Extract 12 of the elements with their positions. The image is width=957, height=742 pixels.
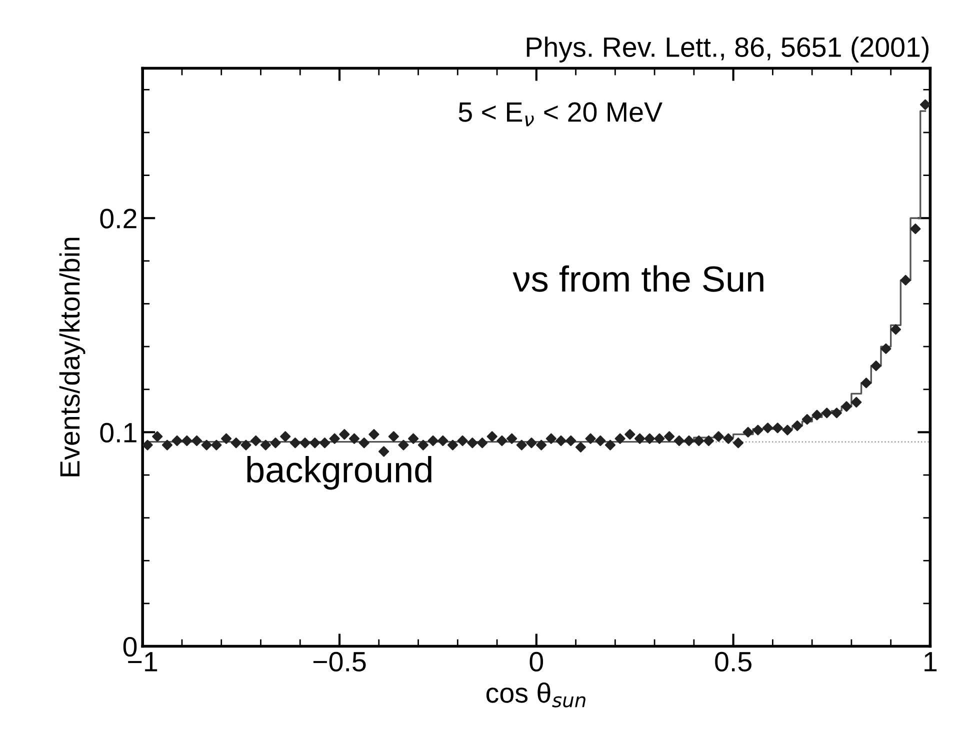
y-axis-title: Events/day/kton/bin [59,238,86,476]
annotation: 5 < E$_{ν}$ < 20 MeV [458,102,662,126]
annotation: νs from the Sun [512,265,764,292]
x-tick-label: 0.5 [715,652,752,672]
annotation: background [247,456,432,490]
x-tick-label: 0 [530,652,544,672]
text: Phys. Rev. Lett., 86, 5651 (2001) [526,36,929,62]
x-axis-title: cos θ$_{sun}$ [486,682,586,708]
x-tick-label: 1 [924,652,937,672]
x-tick-label: −0.5 [313,652,366,672]
y-tick-label: 0.2 [100,208,136,228]
y-tick-label: 0.1 [100,422,136,443]
